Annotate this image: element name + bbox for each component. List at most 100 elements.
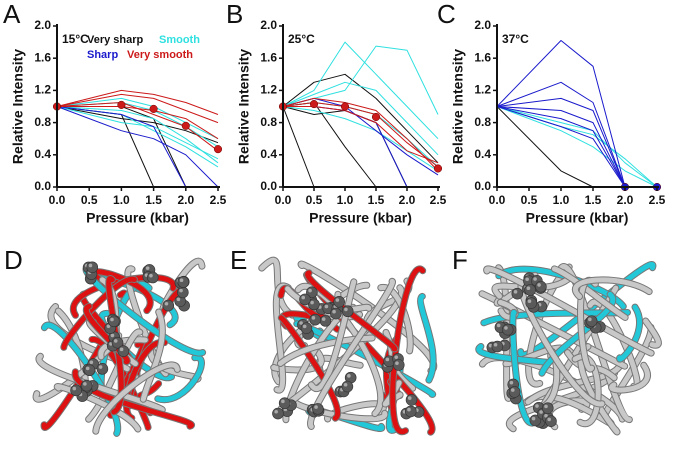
atom-highlight [274,409,278,414]
atom-highlight [537,283,541,287]
atom-highlight [509,380,514,385]
atom-highlight [335,298,340,302]
x-tick-label: 0.5 [521,193,538,207]
atom-highlight [544,414,548,418]
atom-sphere [177,276,190,288]
atom-sphere [404,405,417,418]
y-tick-label: 1.2 [34,83,51,97]
y-tick-label: 0.4 [474,147,491,161]
atom-highlight [98,365,103,369]
atom-sphere [545,415,557,427]
ribbon [484,266,654,356]
data-line [56,106,219,188]
data-line [496,40,626,188]
atom-highlight [89,360,94,365]
x-tick-label: 2.5 [649,193,666,207]
data-line [283,106,439,164]
atom-highlight [385,357,390,362]
atom-highlight [544,404,548,409]
atom-highlight [299,321,303,325]
ribbon [107,340,146,418]
atom-highlight [119,347,124,352]
y-axis-title: Relative Intensity [450,49,466,164]
data-line [282,106,315,188]
y-tick-label: 0.4 [34,147,51,161]
mean-point [181,121,190,130]
atom-sphere [405,394,418,406]
x-axis-title: Pressure (kbar) [309,210,412,226]
panel-label: C [437,0,456,29]
atom-highlight [321,317,326,321]
ribbon [539,291,616,376]
atom-sphere [80,379,93,392]
atom-highlight [504,326,508,330]
atom-sphere [312,403,324,415]
ribbon [83,303,130,365]
atom-highlight [513,290,518,294]
atom-sphere [511,287,524,300]
mean-point [309,100,319,109]
x-tick-label: 0.5 [81,193,98,207]
atom-highlight [106,324,111,329]
atom-highlight [311,316,316,320]
atom-sphere [177,286,189,299]
mean-point [371,112,381,122]
data-line [56,102,219,152]
atom-highlight [588,317,592,322]
ribbon [61,276,137,350]
atom-highlight [145,266,150,270]
atom-sphere [341,305,354,318]
panel-label: B [226,0,243,29]
atom-highlight [302,324,307,329]
y-tick-label: 2.0 [260,18,277,32]
atom-sphere [146,271,159,284]
ribbon [124,340,168,421]
x-tick-label: 1.0 [553,193,570,207]
ribbon [259,257,295,318]
atom-highlight [308,288,312,293]
atom-highlight [281,399,285,404]
ribbon [510,310,539,426]
legend-entry: Very sharp [87,34,144,46]
ribbon [308,279,357,391]
panel-label: E [230,245,247,275]
x-tick-label: 2.5 [210,193,227,207]
temperature: 15°C [62,32,89,46]
y-tick-label: 0.8 [474,115,491,129]
y-tick-label: 1.2 [474,83,491,97]
atom-highlight [113,339,118,343]
panel-label: D [4,245,23,275]
atom-highlight [407,396,412,400]
structures [32,256,662,437]
atom-highlight [110,333,115,338]
atom-highlight [539,410,543,414]
atom-sphere [96,363,109,375]
panel-label: A [3,0,21,29]
atom-sphere [162,299,175,312]
data-line [496,106,626,188]
atom-highlight [324,304,329,309]
x-axis-title: Pressure (kbar) [526,210,629,226]
y-axis-title: Relative Intensity [10,49,26,164]
atom-highlight [531,416,536,421]
ribbon [573,277,652,299]
data-line [496,106,626,188]
mean-point [433,164,443,173]
atom-sphere [392,359,405,371]
y-tick-label: 2.0 [34,18,51,32]
y-tick-label: 0.0 [34,179,51,193]
ribbon [295,284,384,417]
mean-point [213,145,223,154]
atom-highlight [344,307,348,312]
atom-sphere [491,340,504,353]
ribbon [492,275,572,299]
data-line [496,81,626,188]
data-line [496,97,626,188]
atom-highlight [535,404,539,408]
y-tick-label: 0.0 [474,179,491,193]
atom-highlight [85,366,90,371]
atom-highlight [332,309,336,314]
legend-entry: Smooth [159,34,200,46]
